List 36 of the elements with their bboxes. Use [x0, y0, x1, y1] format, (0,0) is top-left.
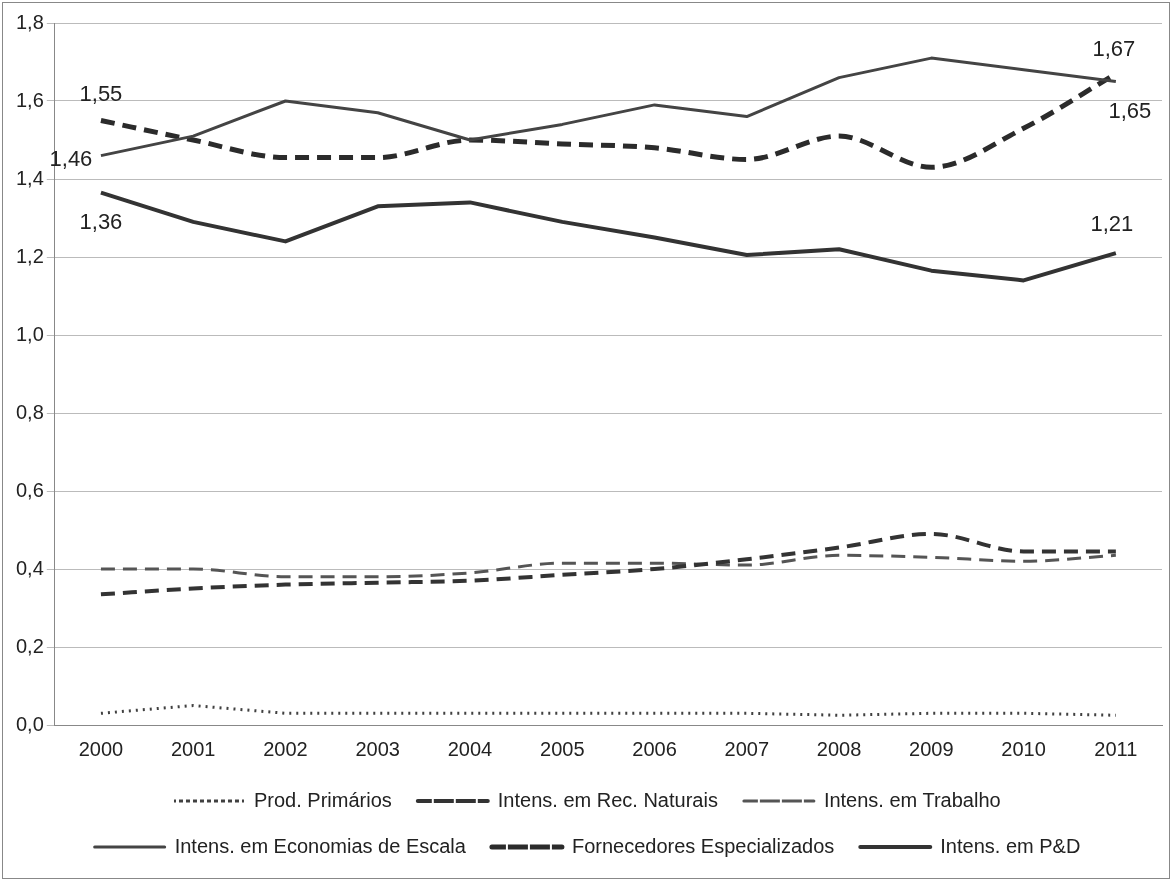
x-tick-label: 2003 — [355, 737, 400, 760]
legend-label: Intens. em Trabalho — [823, 788, 1001, 811]
y-tick-label: 1,2 — [15, 244, 44, 267]
y-tick-label: 0,8 — [15, 400, 44, 423]
line-series — [99, 553, 1118, 579]
y-tick-label: 1,0 — [15, 322, 44, 345]
x-tick-label: 2009 — [909, 737, 954, 760]
legend-label: Prod. Primários — [253, 788, 392, 811]
x-tick-label: 2008 — [816, 737, 862, 760]
data-label: 1,36 — [79, 208, 123, 234]
x-tick-label: 2010 — [1001, 737, 1046, 760]
data-label: 1,21 — [1090, 211, 1134, 237]
line-series — [98, 531, 1118, 597]
y-tick-label: 1,6 — [15, 88, 44, 111]
data-label: 1,55 — [79, 80, 123, 106]
x-tick-label: 2001 — [170, 737, 216, 760]
x-tick-label: 2000 — [78, 737, 124, 760]
legend-label: Intens. em Rec. Naturais — [497, 788, 718, 811]
y-tick-label: 0,6 — [15, 478, 44, 501]
legend-label: Intens. em Economias de Escala — [174, 834, 467, 857]
x-tick-label: 2006 — [632, 737, 677, 760]
x-tick-label: 2004 — [447, 737, 493, 760]
data-label: 1,67 — [1092, 35, 1136, 61]
data-label: 1,46 — [49, 145, 93, 171]
legend-label: Intens. em P&D — [940, 834, 1081, 857]
y-tick-label: 0,4 — [15, 556, 44, 579]
y-tick-label: 0,0 — [15, 712, 44, 735]
y-tick-label: 1,4 — [15, 166, 44, 189]
x-tick-label: 2005 — [540, 737, 585, 760]
y-tick-label: 0,2 — [15, 634, 44, 657]
data-label: 1,65 — [1108, 97, 1152, 123]
x-tick-label: 2011 — [1094, 737, 1138, 760]
y-tick-label: 1,8 — [15, 10, 44, 33]
x-tick-label: 2007 — [724, 737, 770, 760]
legend-label: Fornecedores Especializados — [571, 834, 835, 857]
x-tick-label: 2002 — [263, 737, 308, 760]
